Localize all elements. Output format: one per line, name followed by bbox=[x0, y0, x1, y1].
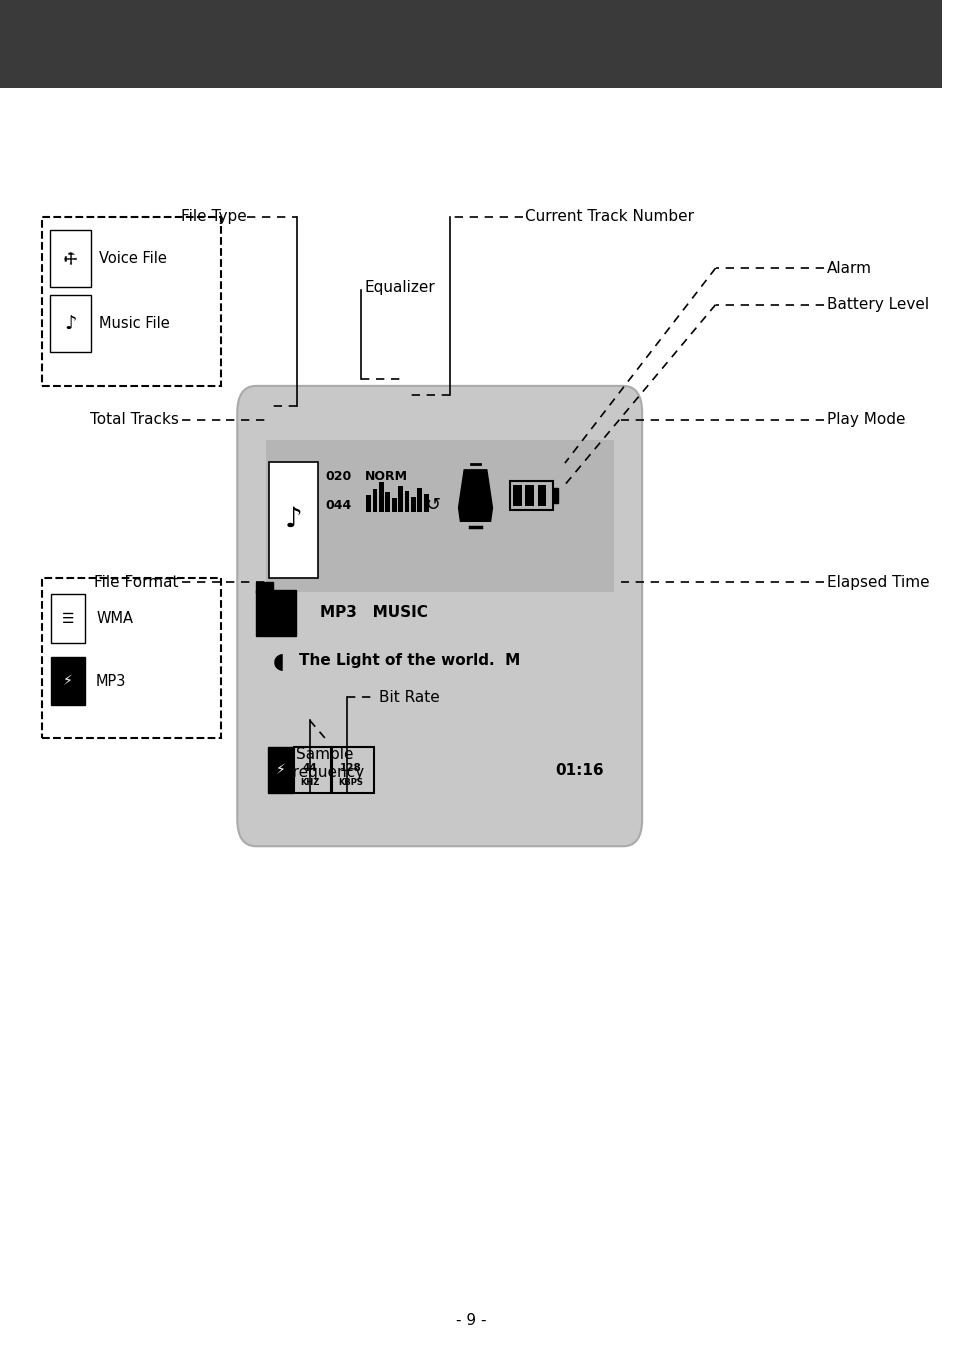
Text: Music File: Music File bbox=[99, 315, 170, 332]
Text: ⚡: ⚡ bbox=[275, 764, 285, 777]
Text: ☰: ☰ bbox=[62, 612, 74, 626]
Text: Voice File: Voice File bbox=[99, 250, 167, 267]
Text: Total Tracks: Total Tracks bbox=[90, 412, 179, 428]
Text: File Format: File Format bbox=[94, 574, 179, 590]
Text: LCD DISPLAY: LCD DISPLAY bbox=[330, 24, 611, 62]
Text: KBPS: KBPS bbox=[337, 779, 362, 787]
FancyBboxPatch shape bbox=[268, 747, 293, 793]
Bar bbox=[378, 482, 383, 512]
Bar bbox=[525, 485, 534, 506]
Text: Play Mode: Play Mode bbox=[826, 412, 904, 428]
Text: MP3   MUSIC: MP3 MUSIC bbox=[320, 604, 428, 620]
Text: - 9 -: - 9 - bbox=[456, 1312, 485, 1328]
Text: KHZ: KHZ bbox=[300, 779, 319, 787]
Text: 01:16: 01:16 bbox=[555, 762, 602, 779]
Text: NORM: NORM bbox=[365, 470, 408, 483]
Bar bbox=[255, 590, 295, 636]
Text: 020: 020 bbox=[325, 470, 352, 483]
FancyBboxPatch shape bbox=[237, 386, 641, 846]
Text: ↺: ↺ bbox=[425, 496, 440, 515]
FancyBboxPatch shape bbox=[51, 594, 85, 643]
Text: Battery Level: Battery Level bbox=[826, 297, 928, 313]
Text: ⚒: ⚒ bbox=[60, 249, 81, 268]
Text: Sample
Frequency: Sample Frequency bbox=[285, 747, 364, 780]
Text: Elapsed Time: Elapsed Time bbox=[826, 574, 928, 590]
Text: ◖: ◖ bbox=[273, 651, 284, 670]
FancyBboxPatch shape bbox=[269, 462, 318, 578]
Text: Current Track Number: Current Track Number bbox=[525, 209, 694, 225]
Bar bbox=[423, 494, 428, 512]
Text: ♪: ♪ bbox=[64, 314, 77, 333]
Text: MP3: MP3 bbox=[96, 673, 127, 689]
FancyBboxPatch shape bbox=[50, 295, 91, 352]
Polygon shape bbox=[458, 470, 492, 521]
Text: Equalizer: Equalizer bbox=[364, 279, 435, 295]
Bar bbox=[411, 497, 416, 512]
Bar bbox=[513, 485, 521, 506]
Text: File Type: File Type bbox=[181, 209, 247, 225]
Bar bbox=[417, 487, 422, 512]
Bar bbox=[392, 498, 396, 512]
FancyBboxPatch shape bbox=[50, 230, 91, 287]
Bar bbox=[510, 481, 552, 510]
Text: ♪: ♪ bbox=[285, 505, 302, 532]
Bar bbox=[373, 490, 377, 512]
Bar bbox=[366, 496, 371, 512]
Text: ⚡: ⚡ bbox=[63, 674, 72, 688]
FancyBboxPatch shape bbox=[266, 440, 614, 592]
Bar bbox=[397, 486, 402, 512]
FancyBboxPatch shape bbox=[0, 0, 941, 88]
Bar bbox=[537, 485, 545, 506]
FancyBboxPatch shape bbox=[51, 657, 85, 705]
Text: The Light of the world.  M: The Light of the world. M bbox=[299, 653, 520, 669]
Text: Alarm: Alarm bbox=[826, 260, 871, 276]
Text: 044: 044 bbox=[325, 498, 352, 512]
Text: 44: 44 bbox=[302, 762, 316, 773]
Bar bbox=[385, 493, 390, 512]
Bar bbox=[552, 489, 558, 504]
Text: WMA: WMA bbox=[96, 611, 132, 627]
Bar bbox=[404, 492, 409, 512]
Text: Bit Rate: Bit Rate bbox=[378, 689, 438, 705]
Text: 128: 128 bbox=[339, 762, 361, 773]
Bar bbox=[255, 582, 273, 593]
